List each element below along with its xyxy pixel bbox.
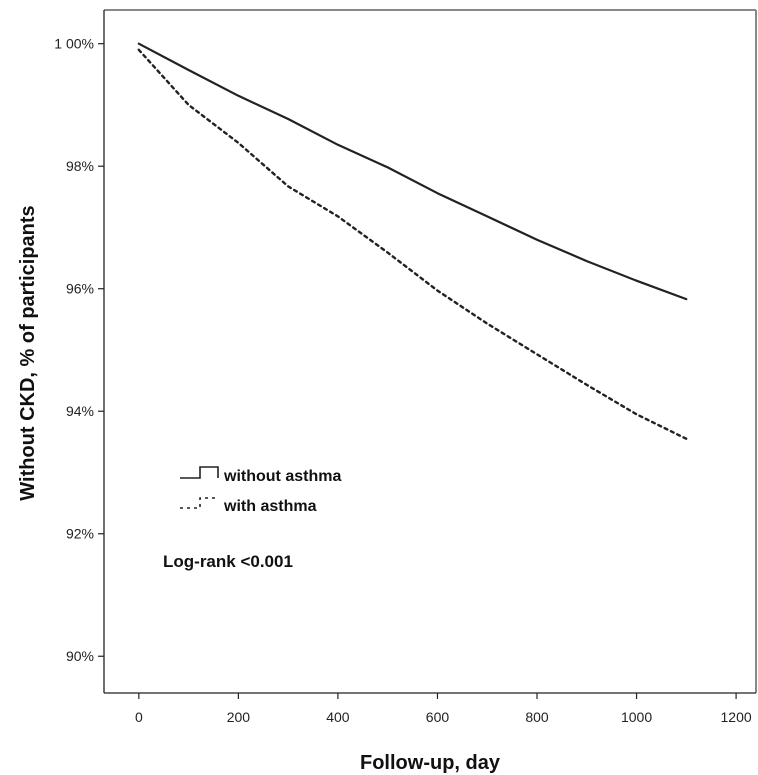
- legend-label-without-asthma: without asthma: [223, 468, 341, 485]
- legend-swatch-dotted: [180, 497, 218, 509]
- x-tick-label: 800: [525, 709, 549, 725]
- x-tick-label: 600: [426, 709, 450, 725]
- y-axis-title: Without CKD, % of participants: [17, 205, 39, 500]
- plot-frame: [103, 9, 757, 694]
- x-tick-label: 200: [227, 709, 251, 725]
- legend-item-with-asthma: with asthma: [180, 497, 317, 515]
- x-tick-label: 0: [135, 709, 143, 725]
- y-tick-label: 90%: [66, 648, 94, 664]
- x-tick-label: 1000: [621, 709, 652, 725]
- series-line-with-asthma: [137, 48, 688, 440]
- x-axis: 0 200 400 600 800 1000 1200: [135, 693, 752, 725]
- y-tick-label: 92%: [66, 526, 94, 542]
- legend-swatch-solid: [180, 466, 219, 479]
- y-tick-label: 96%: [66, 281, 94, 297]
- legend-item-without-asthma: without asthma: [180, 466, 341, 485]
- x-tick-label: 400: [326, 709, 350, 725]
- series-line-without-asthma: [137, 42, 688, 301]
- y-tick-label: 94%: [66, 403, 94, 419]
- legend-label-with-asthma: with asthma: [223, 498, 317, 515]
- legend: without asthma with asthma: [180, 466, 341, 515]
- x-tick-label: 1200: [721, 709, 752, 725]
- series-layer: [137, 42, 688, 440]
- log-rank-annotation: Log-rank <0.001: [163, 552, 293, 571]
- y-tick-label: 98%: [66, 158, 94, 174]
- y-tick-label: 1 00%: [54, 36, 94, 52]
- y-axis: 90% 92% 94% 96% 98% 1 00%: [54, 36, 104, 664]
- x-axis-title: Follow-up, day: [360, 752, 501, 774]
